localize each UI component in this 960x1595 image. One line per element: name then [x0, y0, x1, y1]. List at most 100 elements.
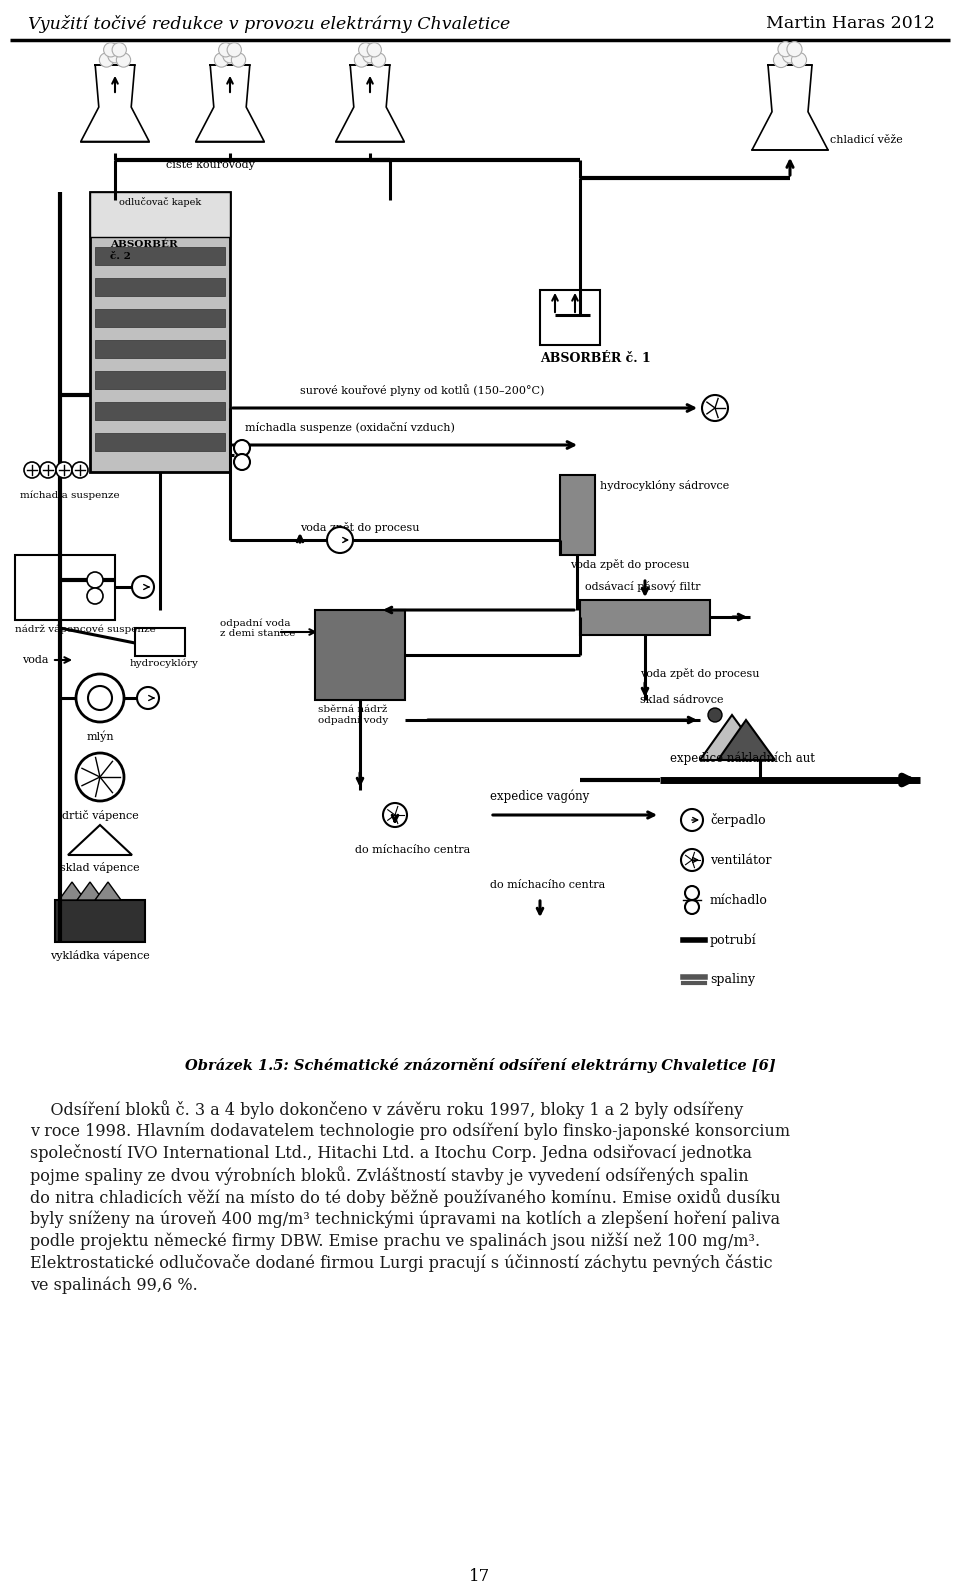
Bar: [95, 247, 225, 265]
Text: odpadní voda
z demi stanice: odpadní voda z demi stanice: [220, 617, 296, 638]
Bar: [560, 475, 595, 555]
Polygon shape: [68, 825, 132, 855]
Circle shape: [231, 53, 246, 67]
Text: voda zpět do procesu: voda zpět do procesu: [570, 558, 689, 569]
Text: ve spalinách 99,6 %.: ve spalinách 99,6 %.: [30, 1276, 198, 1294]
Circle shape: [234, 455, 250, 471]
Circle shape: [327, 526, 353, 553]
Circle shape: [40, 463, 56, 478]
Text: vykládka vápence: vykládka vápence: [50, 951, 150, 962]
Circle shape: [219, 43, 233, 57]
Circle shape: [214, 53, 228, 67]
Text: 17: 17: [469, 1568, 491, 1585]
Circle shape: [108, 48, 122, 62]
Text: Martin Haras 2012: Martin Haras 2012: [766, 16, 935, 32]
Circle shape: [359, 43, 372, 57]
Text: sklad vápence: sklad vápence: [60, 861, 140, 872]
Circle shape: [24, 463, 40, 478]
Circle shape: [228, 43, 241, 57]
Text: surové kouřové plyny od kotlů (150–200°C): surové kouřové plyny od kotlů (150–200°C…: [300, 384, 544, 396]
Text: expedice vagóny: expedice vagóny: [490, 790, 589, 802]
Circle shape: [56, 463, 72, 478]
Text: míchadla suspenze: míchadla suspenze: [20, 490, 120, 499]
Bar: [90, 191, 230, 472]
Circle shape: [791, 53, 806, 67]
Bar: [580, 600, 710, 635]
Bar: [315, 609, 405, 700]
Text: pojme spaliny ze dvou výrobních bloků. Zvláštností stavby je vyvedení odsířených: pojme spaliny ze dvou výrobních bloků. Z…: [30, 1166, 749, 1185]
Text: spaliny: spaliny: [710, 973, 756, 986]
Bar: [135, 628, 185, 656]
Text: Obrázek 1.5: Schématické znázornění odsíření elektrárny Chvaletice [6]: Obrázek 1.5: Schématické znázornění odsí…: [184, 1057, 776, 1073]
Circle shape: [112, 43, 127, 57]
Text: ventilátor: ventilátor: [710, 853, 772, 866]
Text: expedice nákladních aut: expedice nákladních aut: [670, 751, 815, 766]
Circle shape: [774, 53, 788, 67]
Bar: [95, 340, 225, 357]
Text: společností IVO International Ltd., Hitachi Ltd. a Itochu Corp. Jedna odsiřovací: společností IVO International Ltd., Hita…: [30, 1144, 752, 1163]
Polygon shape: [59, 882, 85, 900]
Circle shape: [778, 41, 793, 57]
Circle shape: [681, 849, 703, 871]
Circle shape: [104, 43, 118, 57]
Text: drtič vápence: drtič vápence: [61, 810, 138, 821]
Circle shape: [88, 686, 112, 710]
Text: voda zpět do procesu: voda zpět do procesu: [300, 522, 420, 533]
Circle shape: [116, 53, 131, 67]
Text: mlýn: mlýn: [86, 731, 114, 742]
Text: čerpadlo: čerpadlo: [710, 813, 766, 826]
Polygon shape: [77, 882, 103, 900]
Text: potrubí: potrubí: [710, 933, 756, 947]
Bar: [95, 278, 225, 297]
Bar: [55, 900, 145, 943]
Text: voda zpět do procesu: voda zpět do procesu: [640, 668, 759, 679]
Text: míchadlo: míchadlo: [710, 893, 768, 906]
Text: odsávací pásový filtr: odsávací pásový filtr: [585, 581, 701, 592]
Bar: [95, 309, 225, 327]
Text: do nitra chladicích věží na místo do té doby běžně používaného komínu. Emise oxi: do nitra chladicích věží na místo do té …: [30, 1188, 780, 1207]
Circle shape: [87, 589, 103, 605]
Text: Využití točivé redukce v provozu elektrárny Chvaletice: Využití točivé redukce v provozu elektrá…: [28, 14, 511, 33]
Text: hydrocyklóny sádrovce: hydrocyklóny sádrovce: [600, 480, 730, 491]
Circle shape: [137, 687, 159, 710]
Circle shape: [685, 885, 699, 900]
Circle shape: [685, 900, 699, 914]
Circle shape: [354, 53, 369, 67]
Polygon shape: [95, 882, 121, 900]
Bar: [95, 432, 225, 451]
Text: Odsíření bloků č. 3 a 4 bylo dokončeno v závěru roku 1997, bloky 1 a 2 byly odsí: Odsíření bloků č. 3 a 4 bylo dokončeno v…: [30, 1101, 743, 1120]
Text: hydrocyklóry: hydrocyklóry: [130, 659, 199, 667]
Text: Elektrostatické odlučovače dodané firmou Lurgi pracují s účinností záchytu pevný: Elektrostatické odlučovače dodané firmou…: [30, 1254, 773, 1271]
Circle shape: [367, 43, 381, 57]
Text: sběrná nádrž
odpadní vody: sběrná nádrž odpadní vody: [318, 705, 388, 726]
Text: míchadla suspenze (oxidační vzduch): míchadla suspenze (oxidační vzduch): [245, 423, 455, 432]
Text: do míchacího centra: do míchacího centra: [490, 880, 605, 890]
Circle shape: [363, 48, 377, 62]
Bar: [95, 402, 225, 419]
Circle shape: [87, 573, 103, 589]
Text: čisté kouřovody: čisté kouřovody: [165, 160, 254, 171]
Circle shape: [223, 48, 237, 62]
Text: ABSORBÉR: ABSORBÉR: [110, 239, 178, 249]
Circle shape: [372, 53, 386, 67]
Circle shape: [132, 576, 154, 598]
Circle shape: [76, 753, 124, 801]
Text: č. 2: č. 2: [110, 252, 131, 262]
Text: sklad sádrovce: sklad sádrovce: [640, 695, 724, 705]
Text: voda: voda: [22, 656, 49, 665]
Text: do míchacího centra: do míchacího centra: [355, 845, 470, 855]
Text: odlučovač kapek: odlučovač kapek: [119, 198, 202, 207]
Polygon shape: [700, 715, 765, 759]
Text: nádrž vápencové suspenze: nádrž vápencové suspenze: [15, 625, 156, 635]
Circle shape: [787, 41, 802, 57]
Text: ABSORBÉR č. 1: ABSORBÉR č. 1: [540, 352, 651, 365]
Bar: [540, 290, 600, 345]
Bar: [95, 372, 225, 389]
Circle shape: [708, 708, 722, 723]
Circle shape: [234, 440, 250, 456]
Circle shape: [383, 802, 407, 826]
Bar: [90, 191, 230, 238]
Bar: [15, 555, 115, 620]
Circle shape: [100, 53, 113, 67]
Text: chladicí věže: chladicí věže: [830, 136, 902, 145]
